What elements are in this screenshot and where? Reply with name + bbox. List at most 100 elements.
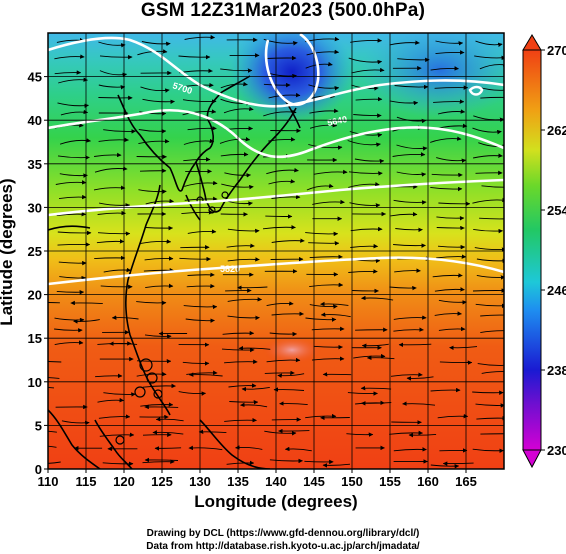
streamline [227, 315, 260, 321]
streamline [436, 254, 467, 259]
streamline [178, 54, 211, 60]
streamline [103, 392, 136, 397]
streamline [393, 315, 427, 320]
x-tick-label: 145 [303, 474, 325, 489]
x-tick-label: 130 [189, 474, 211, 489]
y-axis-label: Latitude (degrees) [0, 178, 16, 326]
credit-data: Data from http://database.rish.kyoto-u.a… [146, 541, 420, 552]
streamline [430, 463, 460, 469]
streamline [97, 397, 125, 403]
streamline [136, 300, 167, 306]
streamline [350, 243, 379, 249]
streamline [99, 54, 133, 60]
streamline [360, 385, 392, 391]
streamline [226, 460, 255, 466]
streamline [480, 312, 504, 318]
streamline [309, 108, 339, 114]
streamline [94, 255, 126, 261]
streamline [54, 328, 83, 333]
streamline [392, 152, 426, 157]
streamline [309, 304, 338, 309]
streamline [60, 109, 89, 116]
streamline [263, 38, 298, 46]
streamline [434, 311, 462, 316]
streamline [56, 290, 85, 295]
x-tick-label: 140 [265, 474, 287, 489]
streamline [271, 194, 301, 200]
streamline [269, 458, 303, 464]
y-tick-label: 45 [28, 70, 42, 85]
streamline [99, 202, 131, 208]
streamline [437, 244, 466, 250]
streamline [154, 446, 182, 451]
y-tick-label: 35 [28, 157, 42, 172]
streamline [179, 256, 211, 262]
streamline [473, 115, 504, 123]
streamline [348, 269, 378, 274]
streamline [308, 144, 343, 150]
streamline [188, 445, 223, 451]
contour-label: 5820 [220, 264, 240, 274]
streamline [406, 376, 434, 381]
streamline [152, 430, 184, 435]
streamline [141, 41, 171, 47]
credit-drawing: Drawing by DCL (https://www.gfd-dennou.o… [146, 528, 420, 539]
streamline [54, 70, 82, 75]
streamline [58, 77, 88, 84]
streamline [320, 312, 351, 318]
colorbar-tick-label: 238 [547, 363, 566, 378]
streamline [58, 260, 87, 266]
streamline [182, 361, 210, 366]
streamline [223, 106, 254, 114]
streamline [435, 50, 465, 55]
x-axis: 110 115 120 125 130 135 140 145 150 155 160 165 [38, 469, 477, 489]
streamline [349, 131, 383, 138]
streamline [366, 355, 395, 360]
streamline [313, 169, 348, 175]
streamline [70, 300, 103, 306]
streamline [397, 57, 430, 63]
streamline [240, 402, 268, 408]
figure-title: GSM 12Z31Mar2023 (500.0hPa) [140, 0, 426, 21]
streamline [228, 383, 257, 388]
streamline [273, 387, 305, 392]
x-tick-label: 155 [379, 474, 401, 489]
streamline [437, 413, 469, 419]
streamline [472, 127, 502, 135]
streamline [109, 341, 138, 346]
streamline [306, 183, 334, 191]
x-tick-label: 110 [38, 474, 59, 489]
streamline [481, 371, 504, 374]
streamline [268, 92, 301, 99]
streamline [322, 463, 351, 468]
y-tick-label: 0 [35, 462, 42, 477]
streamline [393, 327, 424, 332]
streamline [390, 372, 423, 377]
x-tick-label: 165 [455, 474, 477, 489]
streamline [138, 138, 170, 145]
streamline [48, 377, 60, 379]
streamline [311, 326, 345, 332]
streamline [187, 272, 215, 277]
streamline [393, 447, 427, 452]
streamline [54, 317, 85, 323]
streamline [312, 199, 345, 205]
streamline [187, 126, 217, 131]
colorbar-tick-label: 230 [547, 443, 566, 458]
streamline [145, 225, 174, 231]
streamline [305, 317, 337, 322]
streamline [221, 183, 254, 190]
streamline [238, 345, 271, 351]
streamline [229, 399, 259, 405]
colorbar-tick-label: 254 [547, 203, 566, 218]
streamline [187, 229, 217, 234]
streamline [268, 179, 296, 185]
streamline [138, 189, 167, 194]
x-tick-label: 115 [76, 474, 97, 489]
streamline [480, 330, 504, 334]
streamline [308, 84, 340, 91]
streamline [73, 319, 100, 324]
x-tick-label: 135 [227, 474, 249, 489]
streamline [430, 186, 463, 192]
streamline [48, 461, 61, 464]
